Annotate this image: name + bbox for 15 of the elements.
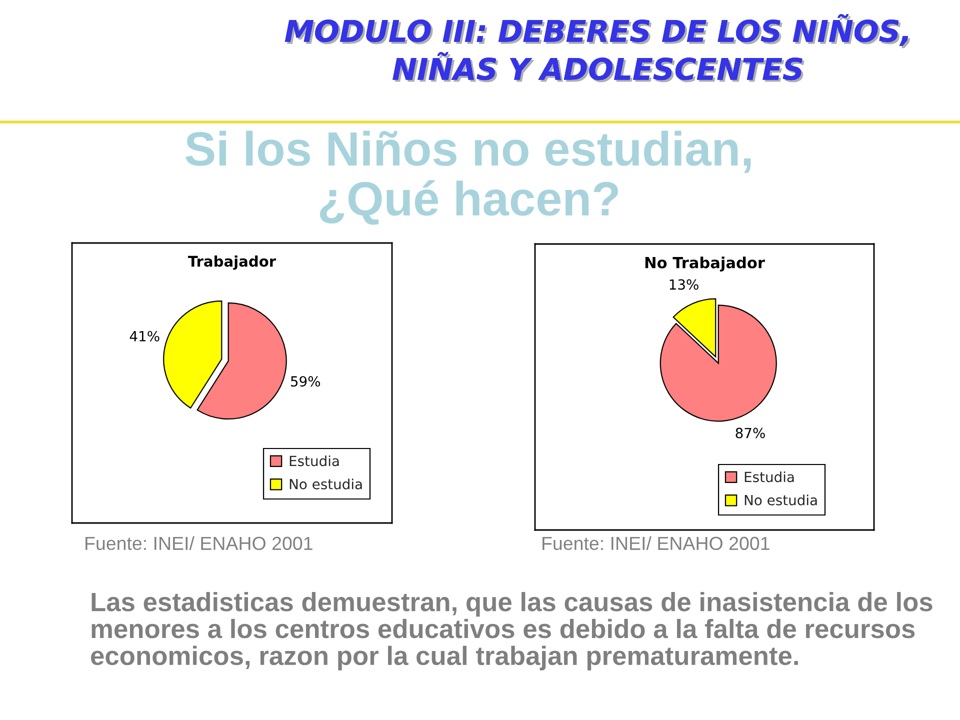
chart-title: No Trabajador xyxy=(645,256,765,272)
source-note: Fuente: INEI/ ENAHO 2001 xyxy=(542,536,770,550)
source-note: Fuente: INEI/ ENAHO 2001 xyxy=(86,536,312,550)
legend-label: No estudia xyxy=(290,478,362,490)
text: MODULO III: DEBERES DE LOS NIÑOS, NIÑAS Y ADOLESCENTES xyxy=(284,14,910,82)
text: Si los Niños no estudian, ¿Qué hacen? xyxy=(186,130,751,225)
data-label: 59% xyxy=(291,376,320,387)
legend-label: Estudia xyxy=(290,455,339,466)
text: Las estadisticas demuestran, que las causas de inasistencia de los menores a los centros educativos es debido a la falta de recursos economicos, razon por la cual trabajan prematuramente. xyxy=(91,592,932,670)
legend-label: No estudia xyxy=(744,494,817,506)
data-label: 13% xyxy=(670,279,698,290)
legend-label: Estudia xyxy=(744,471,794,482)
chart-title: Trabajador xyxy=(188,255,276,270)
data-label: 87% xyxy=(736,428,765,438)
data-label: 41% xyxy=(130,330,160,342)
